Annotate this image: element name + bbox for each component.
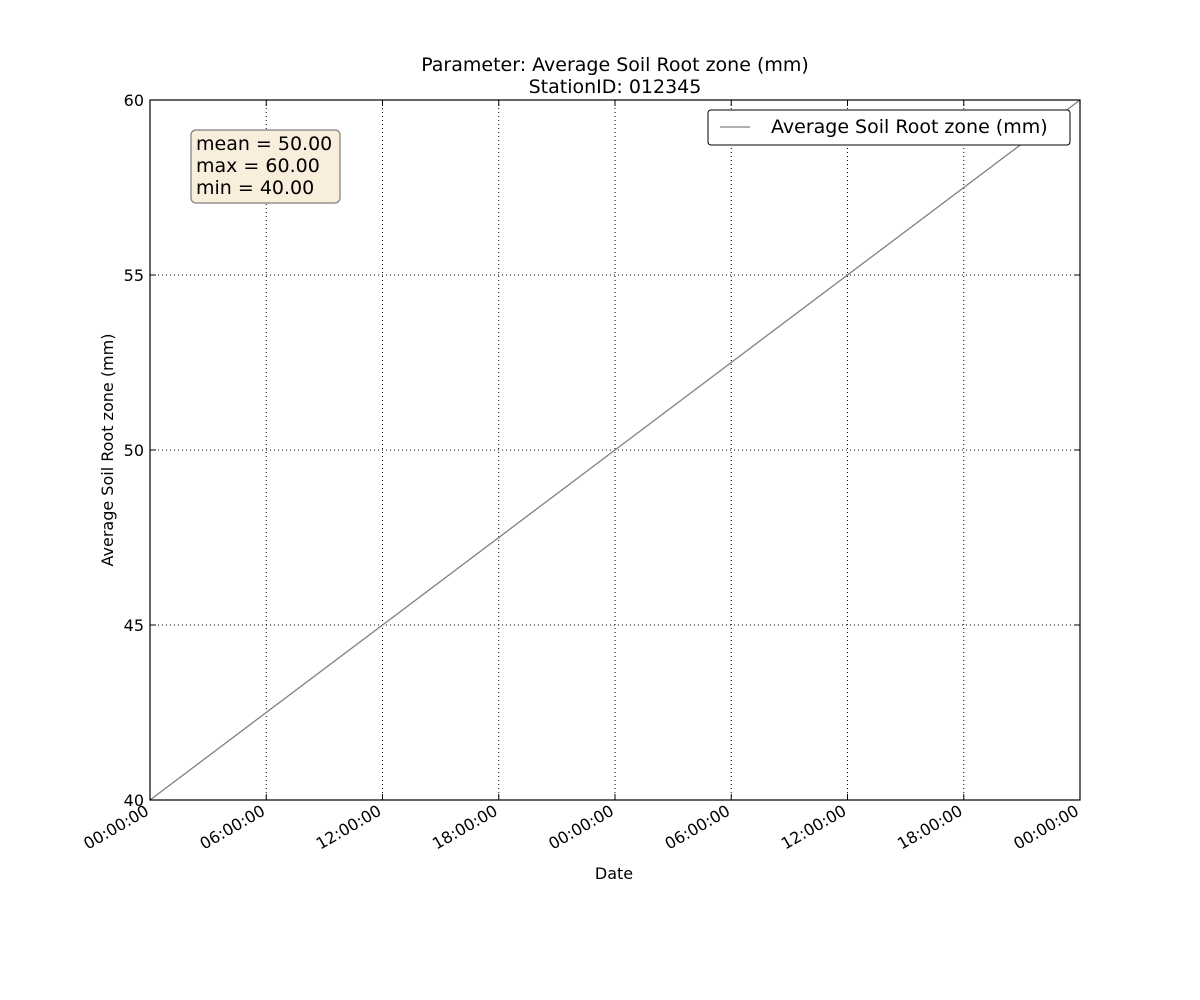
x-tick-labels: 00:00:00 06:00:00 12:00:00 18:00:00 00:00:00… [80,801,1082,853]
stats-mean: mean = 50.00 [196,133,332,155]
x-tick-label: 12:00:00 [778,801,850,853]
stats-box-background [190,129,341,204]
legend: Average Soil Root zone (mm) [707,109,1071,146]
tick-marks [149,99,1081,801]
chart-title: Parameter: Average Soil Root zone (mm) [421,54,809,76]
y-axis-label: Average Soil Root zone (mm) [98,334,117,567]
y-tick-label: 40 [124,791,144,810]
chart-subtitle: StationID: 012345 [529,76,702,98]
x-tick-label: 06:00:00 [662,801,734,853]
legend-entry-label: Average Soil Root zone (mm) [771,116,1048,138]
stats-box: mean = 50.00 max = 60.00 min = 40.00 [190,129,341,204]
series-line [149,99,1081,801]
x-tick-label: 18:00:00 [429,801,501,853]
x-tick-label: 18:00:00 [894,801,966,853]
legend-box [707,109,1071,146]
x-tick-label: 00:00:00 [80,801,152,853]
y-tick-label: 50 [124,441,144,460]
y-tick-label: 45 [124,616,144,635]
stats-min: min = 40.00 [196,177,314,199]
y-tick-label: 55 [124,266,144,285]
y-tick-label: 60 [124,91,144,110]
x-tick-label: 00:00:00 [545,801,617,853]
x-tick-label: 12:00:00 [313,801,385,853]
y-tick-labels: 40 45 50 55 60 [124,91,144,810]
series-layer [149,99,1081,801]
x-tick-label: 06:00:00 [197,801,269,853]
x-tick-label: 00:00:00 [1010,801,1082,853]
stats-max: max = 60.00 [196,155,320,177]
x-axis-label: Date [595,864,633,883]
